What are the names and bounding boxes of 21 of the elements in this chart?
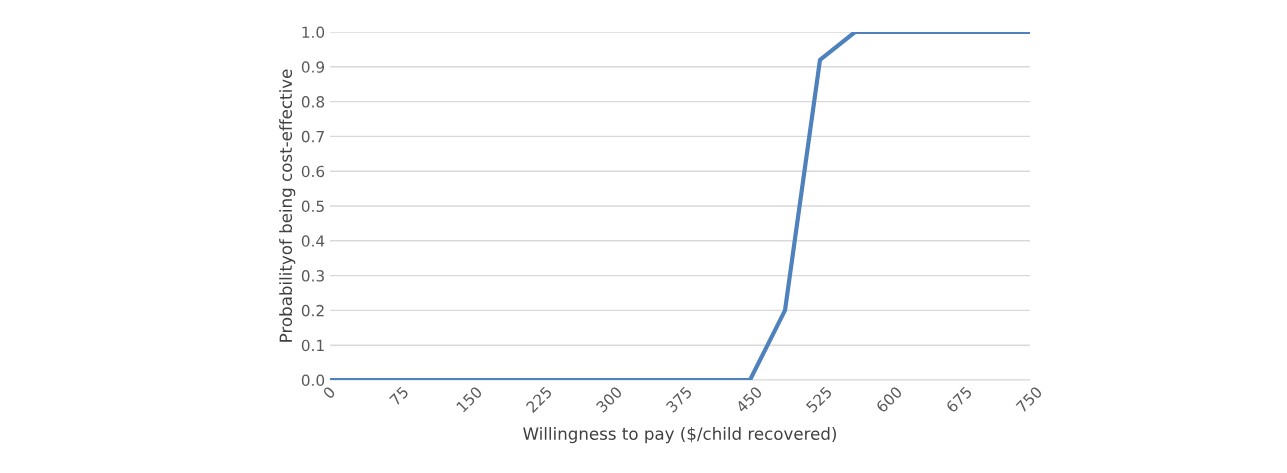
y-tick-label: 0.2 — [301, 304, 324, 317]
line-series — [330, 32, 1030, 380]
y-tick-label: 0.5 — [301, 200, 324, 213]
y-tick-label: 1.0 — [302, 26, 325, 39]
y-tick-label: 0.3 — [301, 270, 324, 282]
y-tick-label: 0.8 — [301, 96, 325, 108]
x-tick-label: 150 — [455, 385, 483, 413]
x-tick-label: 675 — [945, 386, 973, 414]
y-tick-label: 0.7 — [301, 130, 324, 143]
x-tick-label: 450 — [735, 385, 763, 414]
y-axis-title: Probabilityof being cost-effective — [279, 69, 296, 342]
x-tick-label: 750 — [1015, 385, 1043, 413]
y-tick-label: 0.9 — [301, 61, 325, 73]
x-tick-label: 75 — [389, 386, 410, 407]
x-tick-label: 0 — [322, 385, 336, 400]
y-tick-label: 0.0 — [301, 374, 325, 387]
y-tick-label: 0.4 — [301, 235, 325, 247]
x-tick-label: 600 — [875, 385, 903, 414]
y-tick-label: 0.1 — [301, 339, 324, 352]
y-tick-label: 0.6 — [301, 165, 325, 178]
x-axis-title: Willingness to pay ($/child recovered) — [523, 427, 836, 444]
